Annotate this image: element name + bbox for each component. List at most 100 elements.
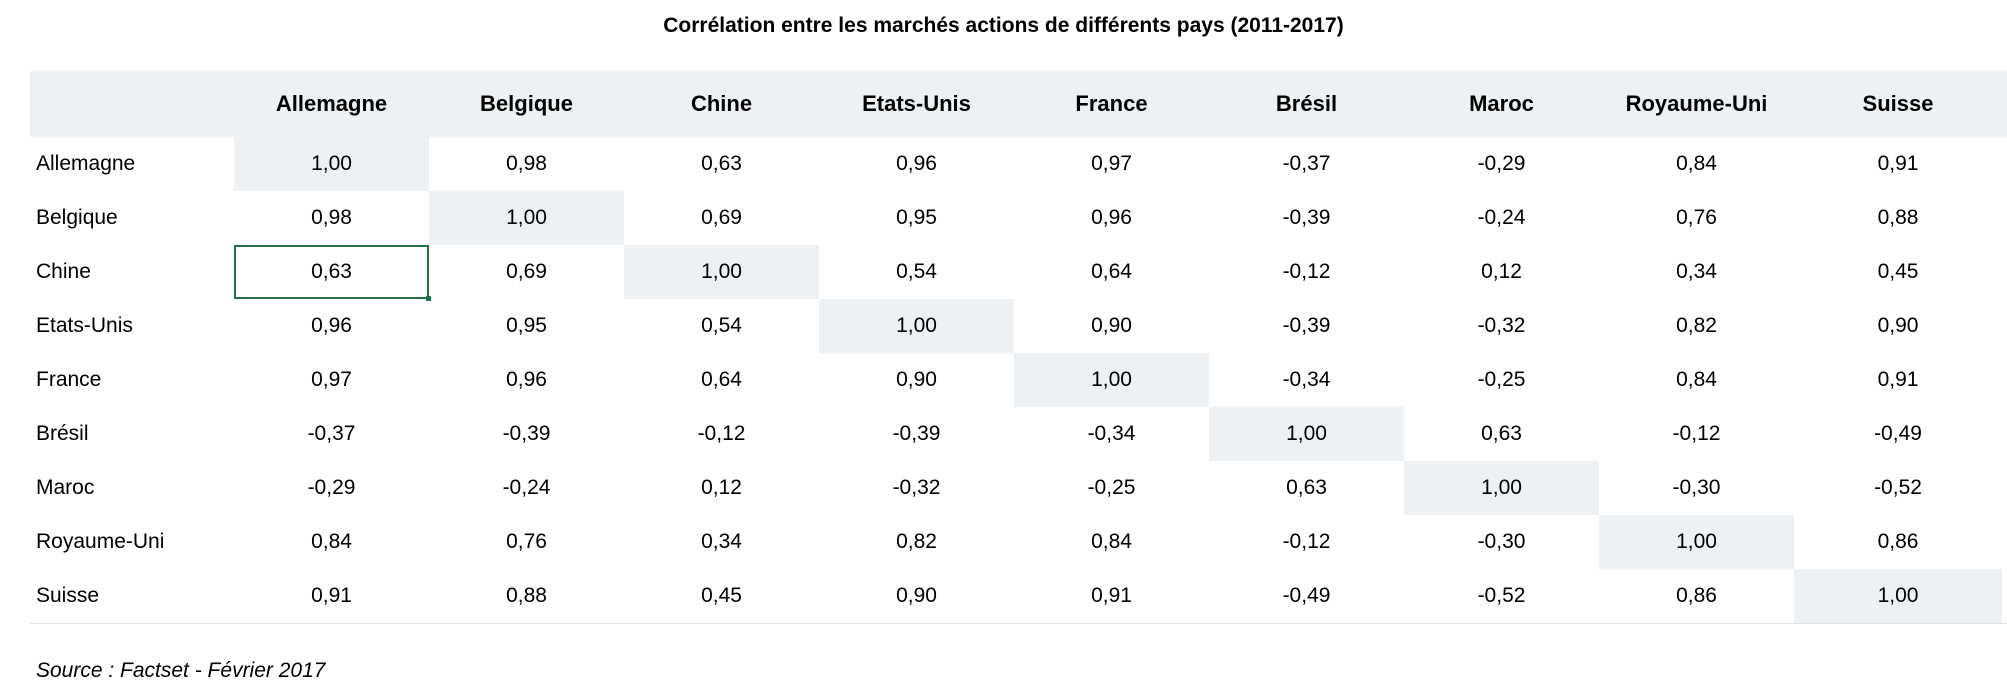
value-cell[interactable]: 0,34 — [1676, 260, 1717, 283]
value-cell[interactable]: 0,95 — [506, 314, 547, 337]
value-cell[interactable]: 0,91 — [1091, 584, 1132, 607]
value-cell[interactable]: -0,49 — [1282, 584, 1331, 607]
corner-cell[interactable] — [30, 71, 234, 137]
value-cell[interactable]: -0,34 — [1087, 422, 1136, 445]
value-cell[interactable]: -0,32 — [1477, 314, 1526, 337]
value-cell[interactable]: 0,64 — [701, 368, 742, 391]
column-header-suisse[interactable]: Suisse — [1862, 91, 1934, 116]
value-cell[interactable]: -0,25 — [1477, 368, 1526, 391]
value-cell[interactable]: 0,90 — [1091, 314, 1132, 337]
diagonal-cell[interactable]: 1,00 — [1599, 515, 1794, 569]
value-cell[interactable]: 0,90 — [1877, 314, 1919, 337]
value-cell[interactable]: 0,90 — [896, 368, 937, 391]
value-cell[interactable]: -0,24 — [502, 476, 551, 499]
column-header-belgique[interactable]: Belgique — [480, 91, 573, 116]
value-cell[interactable]: 0,98 — [311, 206, 352, 229]
value-cell[interactable]: -0,39 — [892, 422, 941, 445]
value-cell[interactable]: -0,37 — [307, 422, 356, 445]
value-cell[interactable]: 0,63 — [1481, 422, 1522, 445]
value-cell[interactable]: 0,82 — [1676, 314, 1717, 337]
value-cell[interactable]: 0,86 — [1676, 584, 1717, 607]
value-cell[interactable]: 0,84 — [1091, 530, 1132, 553]
diagonal-cell[interactable]: 1,00 — [429, 191, 624, 245]
value-cell[interactable]: -0,29 — [307, 476, 356, 499]
value-cell[interactable]: -0,39 — [502, 422, 551, 445]
value-cell[interactable]: 0,96 — [1091, 206, 1132, 229]
value-cell[interactable]: 0,54 — [896, 260, 937, 283]
value-cell[interactable]: 0,88 — [1877, 206, 1919, 229]
value-cell[interactable]: 0,63 — [1286, 476, 1327, 499]
value-cell[interactable]: 0,69 — [506, 260, 547, 283]
row-label[interactable]: Allemagne — [36, 152, 136, 175]
value-cell[interactable]: -0,25 — [1087, 476, 1136, 499]
diagonal-cell[interactable]: 1,00 — [234, 137, 429, 191]
diagonal-cell[interactable]: 1,00 — [1404, 461, 1599, 515]
value-cell[interactable]: 0,95 — [896, 206, 937, 229]
value-cell[interactable]: -0,49 — [1874, 422, 1922, 445]
value-cell[interactable]: -0,32 — [892, 476, 941, 499]
row-label[interactable]: Suisse — [36, 584, 100, 607]
value-cell[interactable]: 0,98 — [506, 152, 547, 175]
value-cell[interactable]: 0,34 — [701, 530, 742, 553]
value-cell[interactable]: 0,54 — [701, 314, 742, 337]
value-cell[interactable]: -0,12 — [697, 422, 746, 445]
value-cell[interactable]: 0,91 — [1877, 368, 1919, 391]
value-cell[interactable]: -0,12 — [1282, 530, 1331, 553]
value-cell[interactable]: 0,45 — [1877, 260, 1919, 283]
column-header-france[interactable]: France — [1075, 91, 1148, 116]
diagonal-cell[interactable]: 1,00 — [1209, 407, 1404, 461]
column-header-maroc[interactable]: Maroc — [1469, 91, 1534, 116]
value-cell[interactable]: 0,12 — [701, 476, 742, 499]
diagonal-cell[interactable]: 1,00 — [624, 245, 819, 299]
value-cell[interactable]: 0,86 — [1877, 530, 1919, 553]
value-cell[interactable]: 0,82 — [896, 530, 937, 553]
row-label[interactable]: France — [36, 368, 102, 391]
value-cell[interactable]: -0,12 — [1672, 422, 1721, 445]
value-cell[interactable]: 0,63 — [234, 245, 431, 301]
value-cell[interactable]: 0,84 — [311, 530, 352, 553]
value-cell[interactable]: -0,30 — [1672, 476, 1721, 499]
value-cell[interactable]: 0,84 — [1676, 152, 1717, 175]
diagonal-cell[interactable]: 1,00 — [1794, 569, 2002, 623]
value-cell[interactable]: -0,12 — [1282, 260, 1331, 283]
value-cell[interactable]: 0,97 — [1091, 152, 1132, 175]
diagonal-cell[interactable]: 1,00 — [1014, 353, 1209, 407]
value-cell[interactable]: 0,97 — [311, 368, 352, 391]
row-label[interactable]: Brésil — [36, 422, 89, 445]
value-cell[interactable]: 0,84 — [1676, 368, 1717, 391]
value-cell[interactable]: 0,96 — [311, 314, 352, 337]
row-label[interactable]: Royaume-Uni — [36, 530, 165, 553]
row-label[interactable]: Maroc — [36, 476, 95, 499]
value-cell[interactable]: -0,52 — [1477, 584, 1526, 607]
value-cell[interactable]: -0,52 — [1874, 476, 1922, 499]
value-cell[interactable]: 0,91 — [1877, 152, 1919, 175]
diagonal-cell[interactable]: 1,00 — [819, 299, 1014, 353]
value-cell[interactable]: 0,45 — [701, 584, 742, 607]
row-label[interactable]: Etats-Unis — [36, 314, 133, 337]
column-header-royaume-uni[interactable]: Royaume-Uni — [1625, 91, 1768, 116]
column-header-allemagne[interactable]: Allemagne — [275, 91, 388, 116]
row-label[interactable]: Belgique — [36, 206, 118, 229]
value-cell[interactable]: 0,96 — [506, 368, 547, 391]
value-cell[interactable]: 0,96 — [896, 152, 937, 175]
value-cell[interactable]: 0,76 — [1676, 206, 1717, 229]
value-cell[interactable]: -0,37 — [1282, 152, 1331, 175]
value-cell[interactable]: -0,39 — [1282, 206, 1331, 229]
value-cell[interactable]: -0,24 — [1477, 206, 1526, 229]
value-cell[interactable]: 0,12 — [1481, 260, 1522, 283]
value-cell[interactable]: -0,30 — [1477, 530, 1526, 553]
row-label[interactable]: Chine — [36, 260, 91, 283]
value-cell[interactable]: 0,63 — [701, 152, 742, 175]
value-cell[interactable]: 0,76 — [506, 530, 547, 553]
value-cell[interactable]: -0,39 — [1282, 314, 1331, 337]
value-cell[interactable]: -0,34 — [1282, 368, 1331, 391]
value-cell[interactable]: 0,64 — [1091, 260, 1132, 283]
column-header-br-sil[interactable]: Brésil — [1275, 91, 1338, 116]
column-header-etats-unis[interactable]: Etats-Unis — [862, 91, 971, 116]
value-cell[interactable]: -0,29 — [1477, 152, 1526, 175]
column-header-chine[interactable]: Chine — [690, 91, 753, 116]
value-cell[interactable]: 0,69 — [701, 206, 742, 229]
value-cell[interactable]: 0,90 — [896, 584, 937, 607]
value-cell[interactable]: 0,91 — [311, 584, 352, 607]
value-cell[interactable]: 0,88 — [506, 584, 547, 607]
